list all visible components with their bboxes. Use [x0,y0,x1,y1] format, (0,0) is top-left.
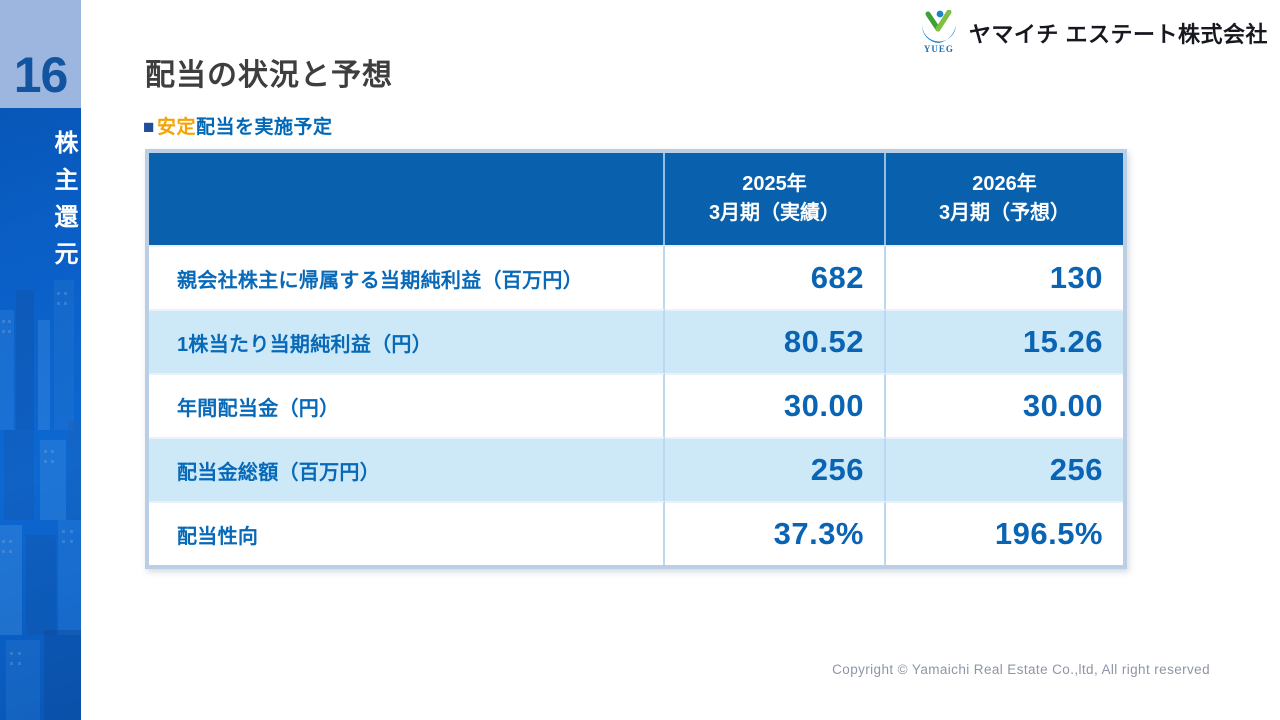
company-logo: YUEG ヤマイチ エステート株式会社 [917,10,1268,56]
table-cell-forecast: 256 [886,437,1123,501]
table-cell-actual: 256 [665,437,886,501]
copyright-text: Copyright © Yamaichi Real Estate Co.,ltd… [832,662,1210,677]
sidebar: 16 株主還元 [0,0,81,720]
table-cell-actual: 30.00 [665,373,886,437]
header-year: 2026年 [972,173,1037,195]
logo-acronym: YUEG [923,44,954,54]
page-title: 配当の状況と予想 [145,59,393,92]
table-cell-forecast: 15.26 [886,309,1123,373]
cityscape-graphic [0,280,81,720]
table-row-label: 配当性向 [149,501,665,565]
dividend-table: 2025年 3月期（実績） 2026年 3月期（予想） 親会社株主に帰属する当期… [145,149,1127,569]
sidebar-section-label: 株主還元 [50,130,77,278]
table-row-label: 1株当たり当期純利益（円） [149,309,665,373]
page-number: 16 [13,47,69,103]
subtitle-text: 配当を実施予定 [196,117,333,138]
company-name: ヤマイチ エステート株式会社 [968,22,1268,47]
table-row-label: 配当金総額（百万円） [149,437,665,501]
table-row-label: 親会社株主に帰属する当期純利益（百万円） [149,245,665,309]
table-cell-forecast: 196.5% [886,501,1123,565]
table-cell-actual: 682 [665,245,886,309]
square-bullet-icon: ■ [143,117,155,138]
table-header-empty [149,153,665,245]
header-period: 3月期（予想） [938,202,1071,224]
company-logo-icon: YUEG [917,10,961,56]
subtitle-highlight: 安定 [156,117,196,138]
table-cell-forecast: 30.00 [886,373,1123,437]
header-year: 2025年 [742,173,807,195]
table-cell-forecast: 130 [886,245,1123,309]
table-header-2025: 2025年 3月期（実績） [665,153,886,245]
table-cell-actual: 37.3% [665,501,886,565]
table-row-label: 年間配当金（円） [149,373,665,437]
page-number-box: 16 [0,0,81,108]
header-period: 3月期（実績） [708,202,841,224]
subtitle: ■ 安定配当を実施予定 [143,112,333,139]
table-cell-actual: 80.52 [665,309,886,373]
table-header-2026: 2026年 3月期（予想） [886,153,1123,245]
